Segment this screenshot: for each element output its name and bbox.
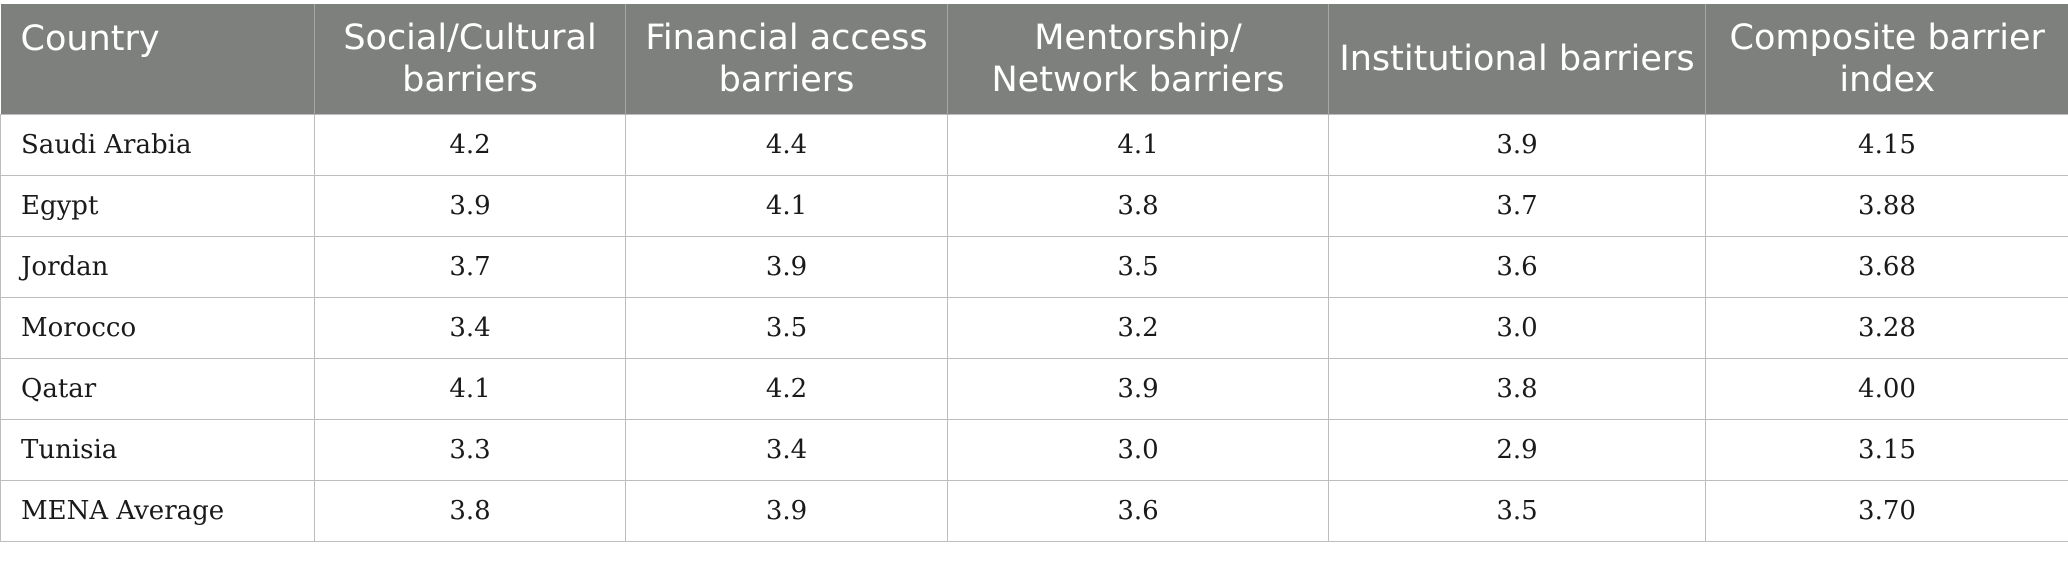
row-label-country: Saudi Arabia (0, 113, 315, 176)
cell-social-cultural: 3.4 (314, 296, 626, 359)
cell-social-cultural: 3.9 (314, 174, 626, 237)
cell-financial-access: 4.1 (625, 174, 948, 237)
cell-social-cultural: 3.3 (314, 418, 626, 481)
header-row: Country Social/Cultural barriers Financial… (0, 4, 2068, 114)
cell-financial-access: 3.9 (625, 479, 948, 542)
column-header-institutional: Institutional barriers (1328, 4, 1706, 114)
column-header-social-cultural: Social/Cultural barriers (314, 4, 626, 114)
cell-financial-access: 4.2 (625, 357, 948, 420)
cell-composite-index: 3.70 (1705, 479, 2068, 542)
table-row: Jordan 3.7 3.9 3.5 3.6 3.68 (0, 235, 2068, 298)
column-header-country: Country (0, 4, 315, 114)
cell-institutional: 3.5 (1328, 479, 1706, 542)
cell-composite-index: 4.15 (1705, 113, 2068, 176)
cell-mentorship-network: 3.8 (947, 174, 1329, 237)
cell-institutional: 3.6 (1328, 235, 1706, 298)
cell-composite-index: 3.15 (1705, 418, 2068, 481)
row-label-country: Jordan (0, 235, 315, 298)
cell-composite-index: 4.00 (1705, 357, 2068, 420)
cell-financial-access: 3.4 (625, 418, 948, 481)
row-label-country: Morocco (0, 296, 315, 359)
cell-composite-index: 3.68 (1705, 235, 2068, 298)
table-row: MENA Average 3.8 3.9 3.6 3.5 3.70 (0, 479, 2068, 542)
row-label-country: Egypt (0, 174, 315, 237)
column-header-mentorship-network: Mentorship/ Network barriers (947, 4, 1329, 114)
cell-social-cultural: 3.7 (314, 235, 626, 298)
column-header-composite-index: Composite barrier index (1705, 4, 2068, 114)
cell-mentorship-network: 3.9 (947, 357, 1329, 420)
table-row: Tunisia 3.3 3.4 3.0 2.9 3.15 (0, 418, 2068, 481)
cell-composite-index: 3.88 (1705, 174, 2068, 237)
column-header-financial-access: Financial access barriers (625, 4, 948, 114)
cell-institutional: 3.0 (1328, 296, 1706, 359)
barrier-table-container: Country Social/Cultural barriers Financial… (0, 4, 2068, 542)
cell-institutional: 2.9 (1328, 418, 1706, 481)
cell-social-cultural: 4.2 (314, 113, 626, 176)
cell-financial-access: 3.9 (625, 235, 948, 298)
table-row: Egypt 3.9 4.1 3.8 3.7 3.88 (0, 174, 2068, 237)
cell-mentorship-network: 3.6 (947, 479, 1329, 542)
table-row: Morocco 3.4 3.5 3.2 3.0 3.28 (0, 296, 2068, 359)
table-body: Saudi Arabia 4.2 4.4 4.1 3.9 4.15 Egypt 3.9 4.1 3… (0, 113, 2068, 542)
cell-mentorship-network: 3.0 (947, 418, 1329, 481)
cell-mentorship-network: 3.2 (947, 296, 1329, 359)
cell-financial-access: 3.5 (625, 296, 948, 359)
row-label-country: MENA Average (0, 479, 315, 542)
row-label-country: Qatar (0, 357, 315, 420)
cell-mentorship-network: 4.1 (947, 113, 1329, 176)
cell-social-cultural: 4.1 (314, 357, 626, 420)
cell-financial-access: 4.4 (625, 113, 948, 176)
barrier-table: Country Social/Cultural barriers Financial… (0, 4, 2068, 542)
cell-social-cultural: 3.8 (314, 479, 626, 542)
cell-mentorship-network: 3.5 (947, 235, 1329, 298)
table-row: Qatar 4.1 4.2 3.9 3.8 4.00 (0, 357, 2068, 420)
row-label-country: Tunisia (0, 418, 315, 481)
cell-institutional: 3.8 (1328, 357, 1706, 420)
table-header: Country Social/Cultural barriers Financial… (0, 4, 2068, 114)
cell-institutional: 3.7 (1328, 174, 1706, 237)
cell-institutional: 3.9 (1328, 113, 1706, 176)
table-row: Saudi Arabia 4.2 4.4 4.1 3.9 4.15 (0, 113, 2068, 176)
cell-composite-index: 3.28 (1705, 296, 2068, 359)
